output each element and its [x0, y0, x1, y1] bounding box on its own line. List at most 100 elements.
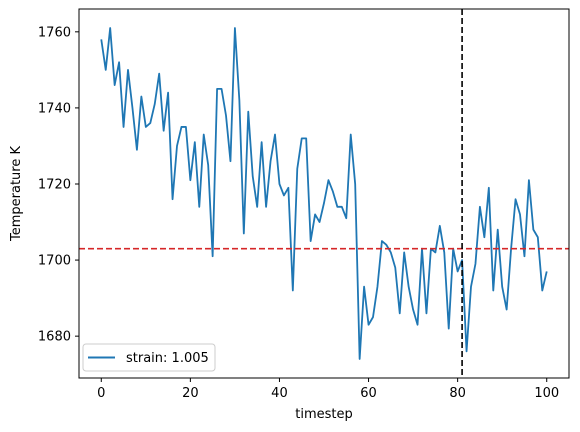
data-point: [385, 244, 387, 246]
y-tick-label: 1700: [38, 254, 71, 269]
data-point: [524, 255, 526, 257]
data-point: [368, 324, 370, 326]
data-point: [319, 221, 321, 223]
data-point: [515, 198, 517, 200]
data-point: [377, 286, 379, 288]
data-point: [292, 290, 294, 292]
data-point: [221, 88, 223, 90]
data-point: [479, 206, 481, 208]
data-point: [345, 217, 347, 219]
data-point: [127, 69, 129, 71]
y-tick-label: 1720: [38, 177, 71, 192]
legend: strain: 1.005: [82, 343, 216, 372]
data-point: [448, 328, 450, 330]
data-point: [287, 187, 289, 189]
data-point: [145, 126, 147, 128]
data-point: [466, 350, 468, 352]
data-point: [483, 236, 485, 238]
data-point: [412, 309, 414, 311]
data-point: [114, 84, 116, 86]
data-point: [265, 206, 267, 208]
data-point: [403, 252, 405, 254]
data-point: [461, 259, 463, 261]
data-point: [185, 126, 187, 128]
data-point: [212, 255, 214, 257]
data-point: [506, 309, 508, 311]
data-point: [492, 290, 494, 292]
x-axis-title: timestep: [295, 407, 353, 422]
data-point: [247, 111, 249, 113]
data-point: [336, 206, 338, 208]
data-point: [310, 240, 312, 242]
data-point: [243, 233, 245, 235]
data-point: [323, 202, 325, 204]
x-tick-label: 60: [360, 386, 377, 401]
data-point: [207, 164, 209, 166]
plot-area: [79, 9, 569, 378]
data-point: [501, 286, 503, 288]
data-point: [136, 149, 138, 151]
data-point: [301, 137, 303, 139]
series-line-0: [100, 27, 548, 360]
data-point: [443, 252, 445, 254]
data-point: [372, 316, 374, 318]
data-point: [261, 141, 263, 143]
data-point: [105, 69, 107, 71]
data-point: [100, 39, 102, 41]
data-point: [238, 99, 240, 101]
x-tick-label: 20: [182, 386, 199, 401]
data-point: [359, 358, 361, 360]
data-point: [189, 179, 191, 181]
data-point: [109, 27, 111, 29]
data-point: [341, 206, 343, 208]
axes: 0 20 40 60 80 100 1680 1700 1720 1740 1760: [38, 8, 570, 401]
data-point: [270, 160, 272, 162]
data-point: [172, 198, 174, 200]
data-point: [216, 88, 218, 90]
data-point: [132, 107, 134, 109]
data-point: [328, 179, 330, 181]
data-point: [541, 290, 543, 292]
data-point: [381, 240, 383, 242]
data-point: [537, 236, 539, 238]
x-tick-label: 80: [449, 386, 466, 401]
data-point: [439, 225, 441, 227]
data-point: [198, 206, 200, 208]
data-point: [194, 141, 196, 143]
data-point: [158, 73, 160, 75]
x-tick-label: 40: [271, 386, 288, 401]
data-point: [314, 214, 316, 216]
data-point: [230, 160, 232, 162]
legend-box: [82, 343, 216, 372]
data-point: [470, 286, 472, 288]
data-point: [426, 312, 428, 314]
data-point: [417, 324, 419, 326]
data-point: [546, 271, 548, 273]
y-axis-title: Temperature K: [9, 146, 24, 242]
data-point: [167, 92, 169, 94]
x-tick-label: 0: [97, 386, 105, 401]
data-point: [519, 214, 521, 216]
data-point: [532, 229, 534, 231]
y-tick-label: 1760: [38, 25, 71, 40]
data-point: [118, 61, 120, 63]
data-point: [274, 134, 276, 136]
y-tick-label: 1680: [38, 330, 71, 345]
data-point: [154, 103, 156, 105]
data-point: [305, 137, 307, 139]
data-point: [354, 183, 356, 185]
data-point: [123, 126, 125, 128]
data-point: [225, 115, 227, 117]
data-point: [457, 271, 459, 273]
data-point: [256, 206, 258, 208]
data-point: [163, 130, 165, 132]
data-point: [332, 191, 334, 193]
data-point: [234, 27, 236, 29]
data-point: [181, 126, 183, 128]
data-point: [488, 187, 490, 189]
y-tick-label: 1740: [38, 101, 71, 116]
data-point: [394, 267, 396, 269]
data-point: [390, 252, 392, 254]
data-point: [475, 263, 477, 265]
